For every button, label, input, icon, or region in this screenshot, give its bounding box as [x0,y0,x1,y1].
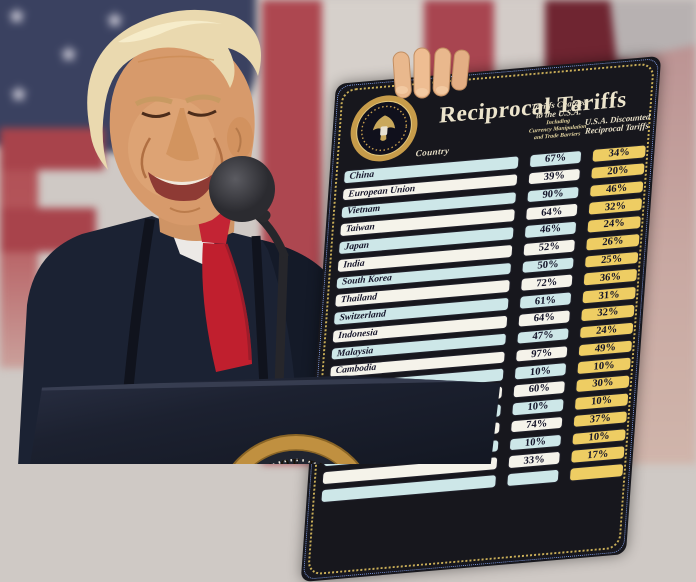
charged-value-cell: 47% [516,327,570,346]
country-label: China [349,169,375,182]
eyebrow-left [134,96,173,107]
eye-left [141,111,171,118]
hair [87,9,261,171]
charged-value-cell: 46% [523,220,578,239]
country-label: India [342,258,365,271]
discounted-value-cell: 32% [587,197,644,216]
forehead-line [137,55,215,63]
discounted-value-cell: 25% [583,250,640,269]
charged-value-cell: 97% [514,344,569,363]
charged-value-cell: 64% [525,203,579,222]
charged-value-cell: 10% [513,362,568,381]
discounted-value-cell: 10% [571,427,627,446]
discounted-value-cell: 37% [572,410,629,429]
charged-value-cell: 50% [521,256,575,275]
charged-value-cell: 10% [511,397,565,416]
charged-value-cell: 64% [517,309,571,328]
charged-value-cell: 67% [528,149,583,168]
discounted-value-cell: 24% [578,321,635,340]
tariff-board: Reciprocal Tariffs Tariffs Charged to th… [300,55,662,582]
charged-value-cell: 74% [509,415,564,434]
country-label: Thailand [340,292,378,306]
presidential-seal-icon [350,95,418,162]
microphone-icon [209,156,289,385]
country-label: Vietnam [346,204,381,218]
discounted-value-cell: 10% [576,356,632,376]
charged-value-cell: 61% [518,291,573,310]
discounted-value-cell: 31% [581,286,637,305]
discounted-value-cell: 26% [585,232,641,252]
nose [166,108,199,162]
discounted-value-cell: 34% [591,144,647,163]
flag-star-icon: ★ [104,7,126,34]
discounted-value-cell: 46% [588,179,645,198]
svg-text:SIDENT OF THE U: SIDENT OF THE U [225,458,354,508]
eye-right [187,109,217,117]
charged-value-cell: 10% [508,433,563,452]
tie-blade [202,243,252,372]
country-label: Cambodia [335,363,377,377]
discounted-value-cell: 20% [590,162,646,181]
mic-stand [274,252,289,385]
discounted-value-cell: 36% [582,268,639,287]
country-label: Taiwan [345,222,376,235]
country-label: Japan [344,240,370,253]
discounted-value-cell: 32% [580,303,636,322]
flag-star-icon: ★ [58,41,80,68]
discounted-value-cell: 24% [586,215,642,234]
charged-value-cell: 33% [507,451,561,470]
podium: SIDENT OF THE U [30,375,501,464]
country-label: Switzerland [339,309,387,324]
country-label: South Korea [341,273,393,288]
discounted-value-cell: 10% [573,392,630,411]
hair-shine [118,20,222,43]
discounted-value-cell: 30% [575,374,631,393]
hand-fingers [392,47,470,99]
mouth [148,172,216,201]
country-label: Indonesia [337,327,379,342]
podium-seal-text: SIDENT OF THE U [225,458,352,464]
country-label: European Union [347,183,416,200]
charged-value-cell: 52% [522,238,577,257]
discounted-value-cell: 49% [577,339,634,358]
flag-star-icon: ★ [6,3,28,30]
flag-star-icon: ★ [8,81,30,108]
mic-foam [209,156,275,222]
charged-value-cell: 90% [526,185,580,204]
discounted-value-cell [568,463,625,482]
chin-crease [169,207,201,213]
podium-seal-icon: SIDENT OF THE U [214,434,378,508]
tie-shade [224,243,252,361]
discounted-value-cell: 17% [570,445,626,464]
flag-stripe-red [0,128,104,170]
country-label: Malaysia [336,345,374,359]
smile-fold-left [140,137,152,179]
charged-value-cell: 39% [527,167,582,186]
charged-value-cell: 60% [512,380,566,399]
eyebrow-right [184,94,222,104]
ear-fold [235,127,242,153]
charged-value-cell: 72% [520,273,574,292]
charged-value-cell [506,468,560,487]
teeth [154,176,210,185]
